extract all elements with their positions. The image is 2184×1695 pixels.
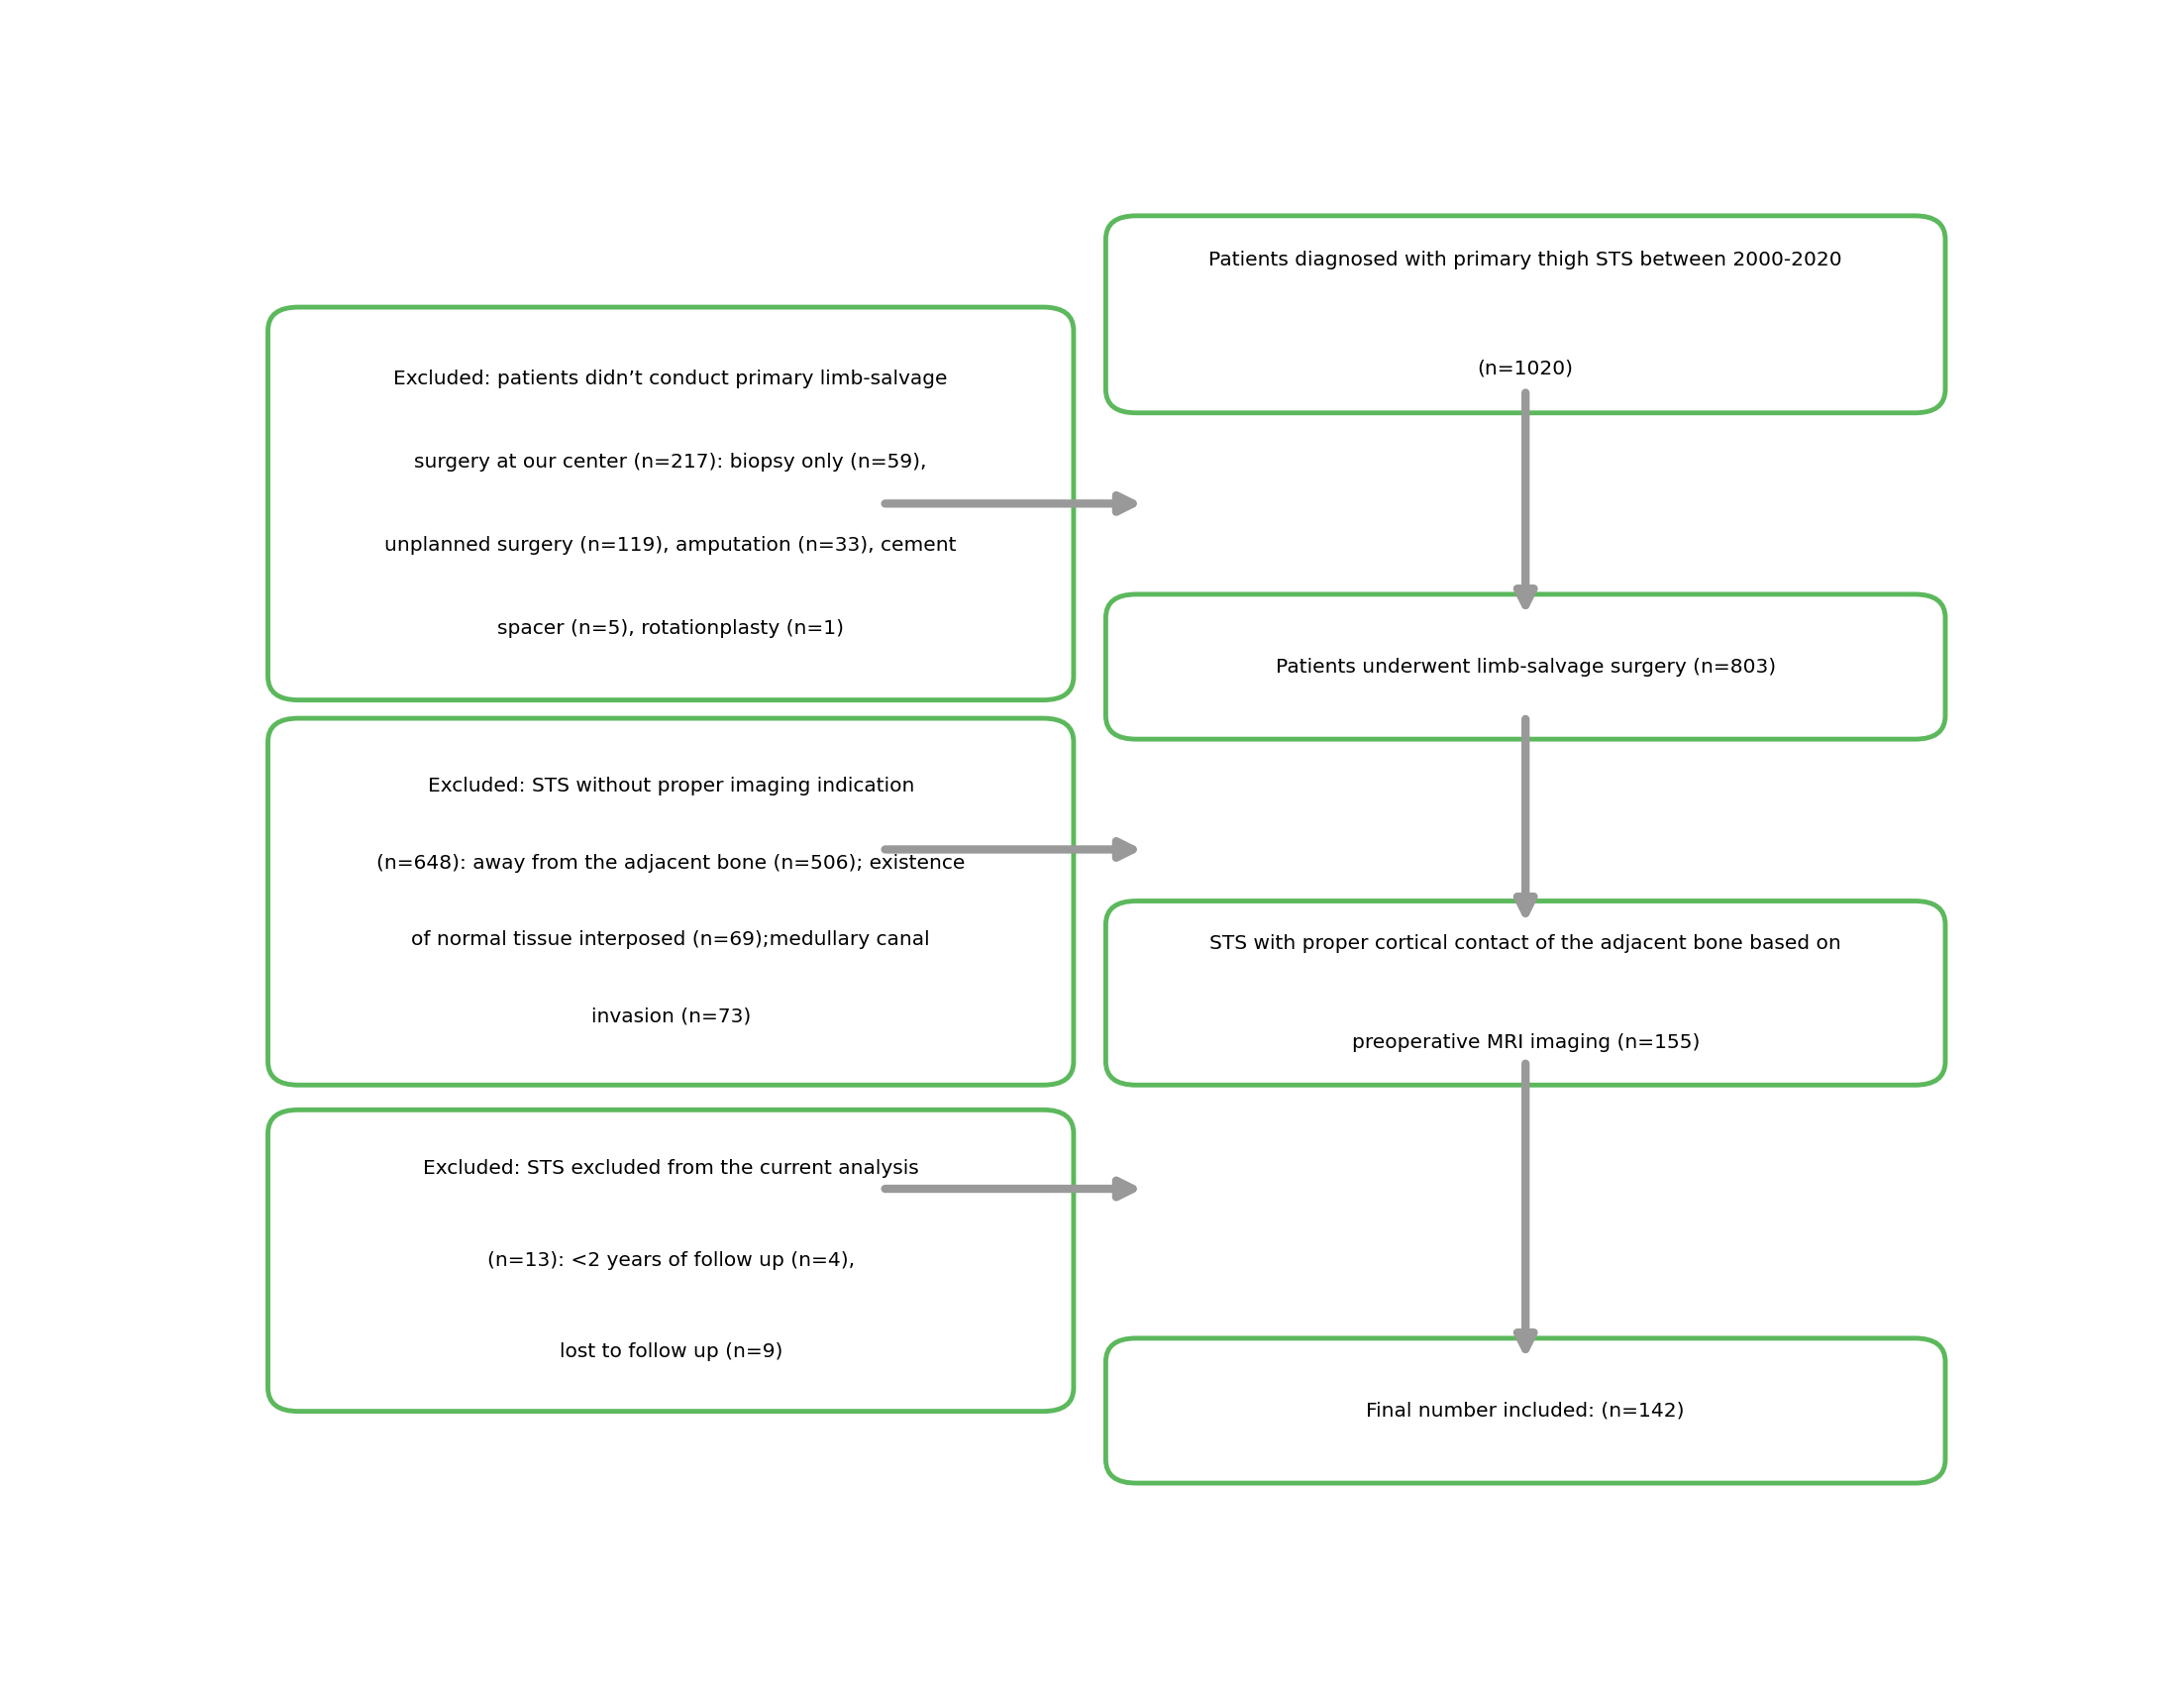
FancyBboxPatch shape (1105, 215, 1946, 414)
Text: Excluded: STS without proper imaging indication: Excluded: STS without proper imaging ind… (428, 776, 915, 797)
Text: Final number included: (n=142): Final number included: (n=142) (1367, 1402, 1684, 1420)
Text: Excluded: patients didn’t conduct primary limb-salvage: Excluded: patients didn’t conduct primar… (393, 370, 948, 388)
FancyBboxPatch shape (269, 307, 1075, 700)
Text: preoperative MRI imaging (n=155): preoperative MRI imaging (n=155) (1352, 1032, 1699, 1053)
FancyBboxPatch shape (269, 719, 1075, 1085)
Text: of normal tissue interposed (n=69);medullary canal: of normal tissue interposed (n=69);medul… (411, 931, 930, 949)
Text: spacer (n=5), rotationplasty (n=1): spacer (n=5), rotationplasty (n=1) (498, 619, 843, 637)
Text: surgery at our center (n=217): biopsy only (n=59),: surgery at our center (n=217): biopsy on… (415, 453, 926, 471)
Text: Excluded: STS excluded from the current analysis: Excluded: STS excluded from the current … (424, 1159, 919, 1178)
Text: Patients underwent limb-salvage surgery (n=803): Patients underwent limb-salvage surgery … (1275, 658, 1776, 676)
FancyBboxPatch shape (269, 1110, 1075, 1412)
Text: (n=13): <2 years of follow up (n=4),: (n=13): <2 years of follow up (n=4), (487, 1251, 854, 1270)
Text: Patients diagnosed with primary thigh STS between 2000-2020: Patients diagnosed with primary thigh ST… (1208, 251, 1843, 270)
FancyBboxPatch shape (1105, 902, 1946, 1085)
Text: lost to follow up (n=9): lost to follow up (n=9) (559, 1342, 782, 1361)
FancyBboxPatch shape (1105, 1339, 1946, 1483)
FancyBboxPatch shape (1105, 595, 1946, 739)
Text: STS with proper cortical contact of the adjacent bone based on: STS with proper cortical contact of the … (1210, 934, 1841, 953)
Text: (n=1020): (n=1020) (1479, 359, 1572, 378)
Text: invasion (n=73): invasion (n=73) (592, 1007, 751, 1025)
Text: unplanned surgery (n=119), amputation (n=33), cement: unplanned surgery (n=119), amputation (n… (384, 536, 957, 554)
Text: (n=648): away from the adjacent bone (n=506); existence: (n=648): away from the adjacent bone (n=… (376, 854, 965, 873)
